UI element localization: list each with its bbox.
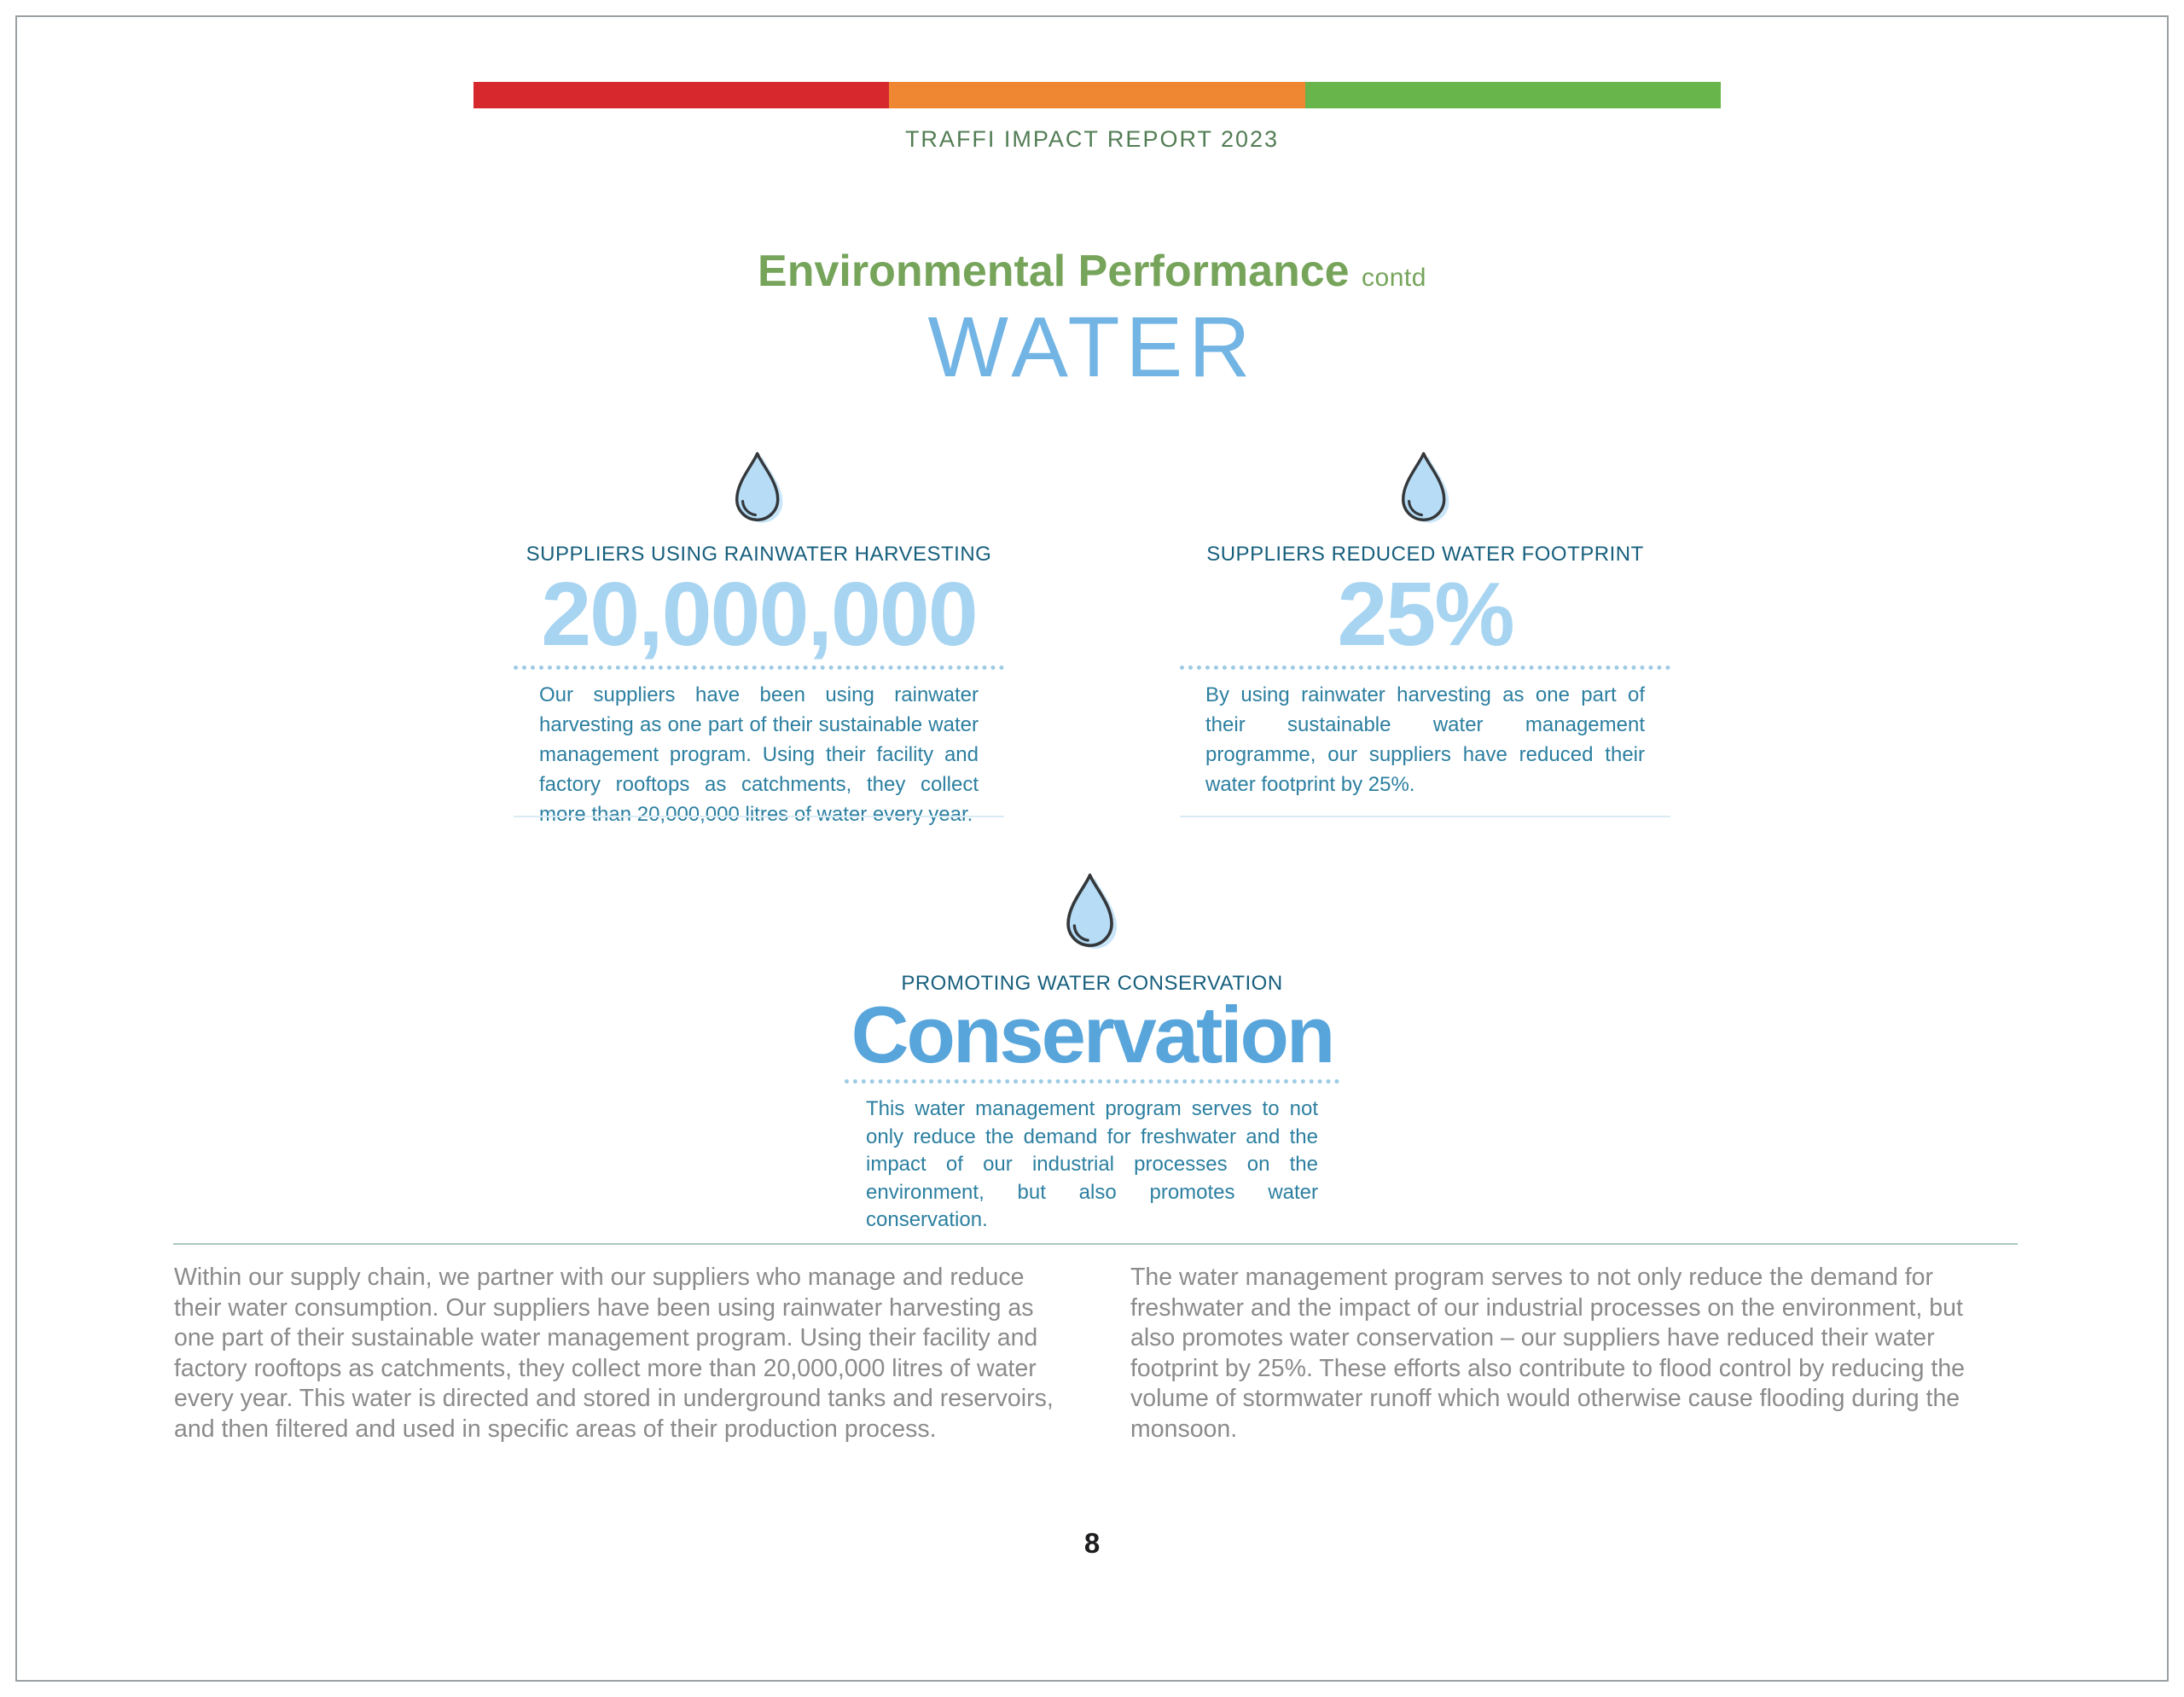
stat-underline <box>514 816 1004 817</box>
horizontal-divider <box>173 1243 2018 1245</box>
body-paragraph-right: The water management program serves to n… <box>1130 1264 1966 1443</box>
brand-color-bar <box>473 82 1721 108</box>
stat-label: SUPPLIERS USING RAINWATER HARVESTING <box>526 543 992 566</box>
stats-row: SUPPLIERS USING RAINWATER HARVESTING 20,… <box>0 450 2184 826</box>
stat-value: 25% <box>1337 564 1514 665</box>
conservation-label: PROMOTING WATER CONSERVATION <box>901 972 1283 995</box>
section-heading-suffix: contd <box>1362 264 1426 292</box>
dotted-separator <box>845 1079 1339 1084</box>
stat-water-footprint: SUPPLIERS REDUCED WATER FOOTPRINT 25% By… <box>1180 450 1670 817</box>
bar-segment-red <box>473 82 890 108</box>
stat-underline <box>1180 816 1670 817</box>
body-paragraph-left: Within our supply chain, we partner with… <box>174 1264 1054 1443</box>
stat-description: Our suppliers have been using rainwater … <box>539 683 979 826</box>
body-text-columns: Within our supply chain, we partner with… <box>174 1263 2010 1444</box>
bar-segment-green <box>1304 82 1721 108</box>
stat-label: SUPPLIERS REDUCED WATER FOOTPRINT <box>1206 543 1644 566</box>
bar-segment-orange <box>889 82 1305 108</box>
stat-description: By using rainwater harvesting as one par… <box>1205 683 1645 796</box>
conservation-block: PROMOTING WATER CONSERVATION Conservatio… <box>845 872 1339 1235</box>
stat-value: 20,000,000 <box>541 564 979 665</box>
section-heading: Environmental Performance contd <box>0 247 2184 302</box>
page-number: 8 <box>1083 1527 1101 1559</box>
conservation-title: Conservation <box>851 990 1336 1079</box>
water-drop-icon <box>735 451 782 523</box>
stat-rainwater-harvesting: SUPPLIERS USING RAINWATER HARVESTING 20,… <box>514 450 1004 826</box>
conservation-description: This water management program serves to … <box>866 1097 1318 1231</box>
page-title-water: WATER <box>927 299 1257 395</box>
report-title: TRAFFI IMPACT REPORT 2023 <box>904 126 1280 152</box>
water-drop-icon <box>1066 873 1118 949</box>
water-drop-icon <box>1401 451 1449 523</box>
dotted-separator <box>1180 665 1670 670</box>
section-heading-text: Environmental Performance <box>758 247 1350 296</box>
dotted-separator <box>514 665 1004 670</box>
